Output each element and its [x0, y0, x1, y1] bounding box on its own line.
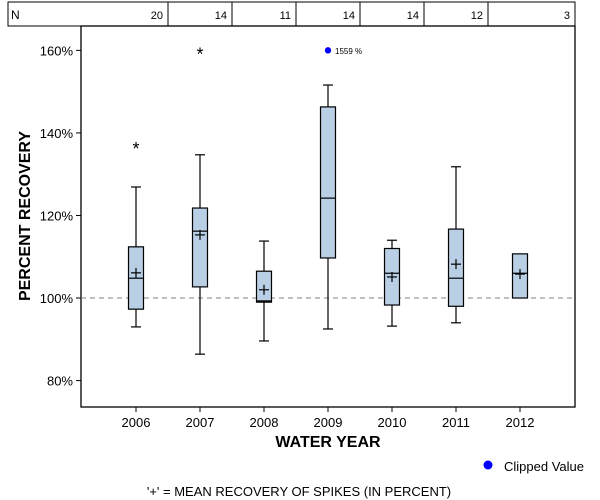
x-tick-label: 2008: [250, 415, 279, 430]
n-value: 12: [471, 10, 483, 22]
x-tick-label: 2012: [506, 415, 535, 430]
x-tick-label: 2009: [314, 415, 343, 430]
n-table: N 20 14 11 14 14 12 3: [7, 1, 576, 27]
x-tick-label: 2011: [442, 415, 470, 430]
x-axis-title: WATER YEAR: [275, 434, 381, 451]
y-tick-label: 100%: [40, 291, 74, 306]
outlier-marker: *: [132, 139, 139, 159]
iqr-box: [191, 207, 209, 288]
legend-clipped-label: Clipped Value: [504, 459, 584, 474]
box-2006: *: [127, 139, 145, 328]
box-2011: [447, 166, 465, 324]
x-tick-label: 2010: [378, 415, 407, 430]
n-value: 3: [564, 10, 570, 22]
footnote: '+' = MEAN RECOVERY OF SPIKES (IN PERCEN…: [147, 484, 451, 499]
x-tick-label: 2007: [186, 415, 215, 430]
n-value: 14: [343, 10, 355, 22]
y-tick-label: 80%: [47, 374, 73, 389]
outlier-marker: *: [196, 44, 203, 64]
iqr-box: [319, 106, 337, 259]
n-table-frame: [7, 1, 576, 27]
y-tick-label: 140%: [40, 126, 74, 141]
x-axis: 2006 2007 2008 2009 2010 2011 2012: [122, 407, 535, 430]
y-axis-title: PERCENT RECOVERY: [17, 131, 34, 301]
clipped-value-label: 1559 %: [335, 47, 362, 56]
n-value: 20: [151, 10, 163, 22]
box-2009: 1559 %: [319, 47, 362, 330]
clipped-value-marker: [324, 47, 332, 54]
n-label: N: [11, 8, 20, 22]
box-2010: [383, 239, 401, 327]
x-tick-label: 2006: [122, 415, 151, 430]
y-axis: 80% 100% 120% 140% 160%: [40, 43, 81, 389]
y-tick-label: 120%: [40, 208, 74, 223]
y-tick-label: 160%: [40, 43, 74, 58]
n-value: 14: [407, 10, 419, 22]
n-value: 14: [215, 10, 227, 22]
n-value: 11: [280, 10, 291, 22]
box-2012: [511, 253, 529, 299]
box-2008: [255, 240, 273, 342]
legend-clipped-marker: [483, 460, 493, 470]
boxes: * * 1559 %: [127, 44, 529, 355]
box-2007: *: [191, 44, 209, 355]
